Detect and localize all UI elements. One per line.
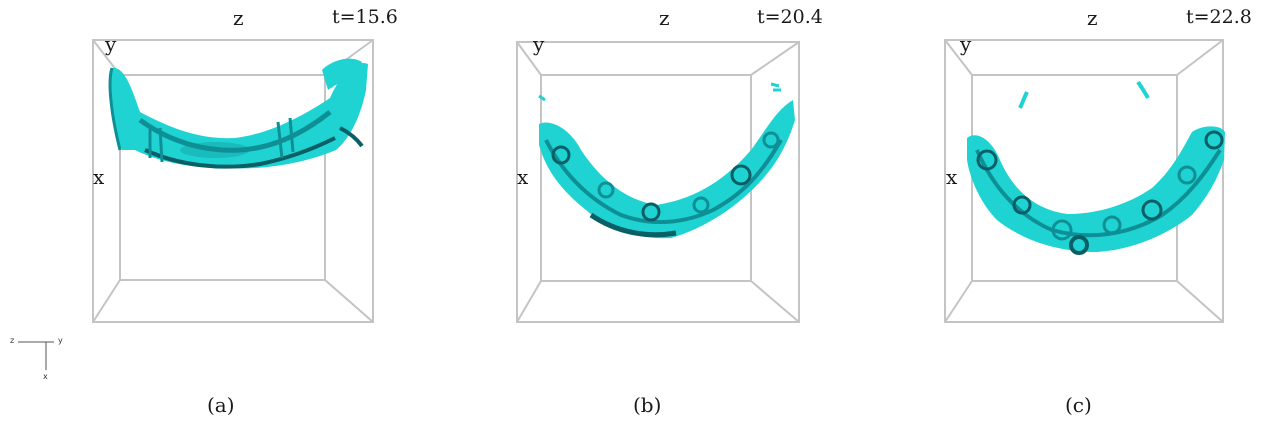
triad-label-x: x [43, 372, 48, 381]
triad-label-y: y [58, 336, 63, 345]
axis-label-x: x [93, 165, 105, 189]
panel-a-box-back [119, 74, 326, 281]
axis-label-z: z [233, 6, 244, 30]
axis-label-y: y [960, 32, 972, 56]
panel-a-visualization [92, 39, 374, 323]
axis-label-y: y [105, 32, 117, 56]
vortex-surface-b [538, 82, 795, 239]
axis-label-y: y [533, 32, 545, 56]
panel-b: z t=20.4 y x (b) [421, 0, 841, 424]
axis-label-x: x [517, 165, 529, 189]
axis-label-z: z [1087, 6, 1098, 30]
panel-c-visualization [944, 39, 1225, 323]
panel-c: z t=22.8 y x (c) [842, 0, 1262, 424]
panel-b-box-front [516, 41, 800, 323]
panel-b-visualization [516, 41, 800, 323]
time-label: t=20.4 [757, 6, 823, 28]
time-label: t=15.6 [332, 6, 398, 28]
caption-b: (b) [633, 393, 662, 417]
vortex-surface-a [108, 58, 369, 169]
axis-label-z: z [659, 6, 670, 30]
triad-lines [18, 341, 54, 370]
triad-label-z: z [10, 336, 15, 345]
panel-c-box-front [944, 39, 1224, 323]
caption-c: (c) [1065, 393, 1092, 417]
caption-a: (a) [207, 393, 235, 417]
time-label: t=22.8 [1186, 6, 1252, 28]
panel-a-box-front [92, 39, 374, 323]
coordinate-triad: z y x [8, 332, 68, 392]
axis-label-x: x [946, 165, 958, 189]
panel-a: z t=15.6 y x (a) [0, 0, 420, 424]
vortex-surface-c [967, 80, 1225, 255]
